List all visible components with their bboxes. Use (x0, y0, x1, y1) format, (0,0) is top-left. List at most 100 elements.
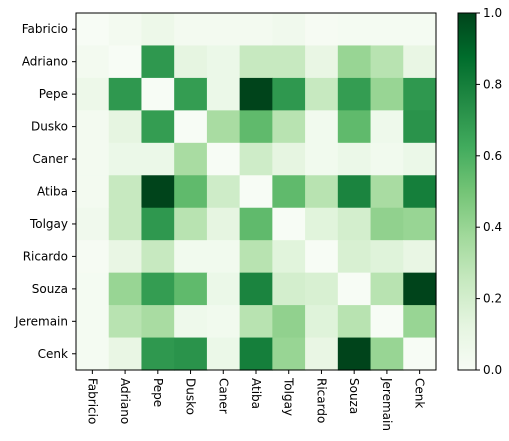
heatmap-cell-5-1 (108, 175, 143, 209)
heatmap-cell-1-3 (174, 45, 208, 79)
heatmap-cell-4-5 (239, 142, 273, 176)
heatmap-cell-2-6 (272, 77, 306, 111)
heatmap-cell-1-5 (239, 45, 273, 79)
y-tick-label: Cenk (38, 347, 68, 361)
heatmap-cell-2-10 (403, 77, 437, 111)
heatmap-cell-4-3 (174, 142, 208, 176)
colorbar-tick-label: 1.0 (483, 6, 502, 20)
heatmap-cell-5-8 (337, 175, 372, 209)
heatmap-cell-8-1 (108, 272, 143, 306)
heatmap-cell-0-10 (403, 13, 437, 47)
heatmap-cell-0-1 (108, 13, 143, 47)
x-tick-label: Caner (216, 378, 230, 414)
y-tick-label: Jeremain (14, 314, 68, 328)
heatmap-cell-1-4 (206, 45, 241, 79)
heatmap-cell-7-0 (76, 240, 110, 274)
heatmap-cell-3-8 (337, 110, 372, 144)
heatmap-cell-3-2 (141, 110, 175, 144)
heatmap-cell-7-7 (305, 240, 339, 274)
heatmap-cell-1-6 (272, 45, 306, 79)
colorbar-tick-label: 0.8 (483, 77, 502, 91)
heatmap-cell-5-7 (305, 175, 339, 209)
heatmap-cell-0-9 (370, 13, 404, 47)
heatmap-cell-9-9 (370, 305, 404, 339)
heatmap-cell-7-1 (108, 240, 143, 274)
heatmap-cell-3-6 (272, 110, 306, 144)
heatmap-cell-7-6 (272, 240, 306, 274)
x-tick-label: Fabricio (85, 378, 99, 424)
heatmap-cell-5-9 (370, 175, 404, 209)
heatmap-cell-6-9 (370, 207, 404, 241)
heatmap-cell-9-10 (403, 305, 437, 339)
heatmap-cell-9-7 (305, 305, 339, 339)
heatmap-cell-10-3 (174, 337, 208, 371)
heatmap-cell-8-10 (403, 272, 437, 306)
heatmap-cell-0-7 (305, 13, 339, 47)
heatmap-cell-7-3 (174, 240, 208, 274)
heatmap-cell-0-6 (272, 13, 306, 47)
heatmap-cell-3-5 (239, 110, 273, 144)
heatmap-cell-1-8 (337, 45, 372, 79)
heatmap-cell-8-7 (305, 272, 339, 306)
heatmap-cell-10-8 (337, 337, 372, 371)
heatmap-cell-0-4 (206, 13, 241, 47)
y-tick-label: Dusko (31, 120, 68, 134)
heatmap-cell-5-2 (141, 175, 175, 209)
heatmap-cell-6-0 (76, 207, 110, 241)
x-tick-label: Dusko (184, 378, 198, 415)
heatmap-cell-4-9 (370, 142, 404, 176)
heatmap-cell-6-4 (206, 207, 241, 241)
heatmap-cell-9-0 (76, 305, 110, 339)
x-tick-label: Atiba (249, 378, 263, 409)
x-axis-ticks: Fabricio Adriano Pepe Dusko Caner Atiba Tolgay… (85, 370, 427, 431)
heatmap-cell-9-3 (174, 305, 208, 339)
heatmap-cell-4-2 (141, 142, 175, 176)
heatmap-cell-6-7 (305, 207, 339, 241)
heatmap-cell-0-3 (174, 13, 208, 47)
heatmap-cell-7-8 (337, 240, 372, 274)
y-tick-label: Fabricio (22, 22, 68, 36)
heatmap-cell-5-10 (403, 175, 437, 209)
heatmap-cell-0-0 (76, 13, 110, 47)
heatmap-cell-1-2 (141, 45, 175, 79)
heatmap-cell-0-2 (141, 13, 175, 47)
heatmap-cell-10-0 (76, 337, 110, 371)
x-tick-label: Jeremain (380, 377, 394, 431)
heatmap-cell-4-6 (272, 142, 306, 176)
heatmap-cell-8-3 (174, 272, 208, 306)
heatmap-cell-1-10 (403, 45, 437, 79)
y-tick-label: Ricardo (23, 249, 68, 263)
heatmap-cell-10-2 (141, 337, 175, 371)
heatmap-cell-1-1 (108, 45, 143, 79)
heatmap-cell-6-1 (108, 207, 143, 241)
heatmap-cell-6-10 (403, 207, 437, 241)
heatmap-cell-2-0 (76, 77, 110, 111)
heatmap-cell-9-2 (141, 305, 175, 339)
heatmap-cell-5-0 (76, 175, 110, 209)
x-tick-label: Ricardo (314, 378, 328, 423)
heatmap-cell-8-9 (370, 272, 404, 306)
heatmap-cell-3-7 (305, 110, 339, 144)
y-tick-label: Tolgay (29, 217, 68, 231)
heatmap-cell-7-4 (206, 240, 241, 274)
heatmap-cell-2-3 (174, 77, 208, 111)
colorbar-tick-label: 0.6 (483, 149, 502, 163)
heatmap-cell-3-10 (403, 110, 437, 144)
heatmap-cell-8-6 (272, 272, 306, 306)
heatmap-cell-0-8 (337, 13, 372, 47)
heatmap-cell-10-1 (108, 337, 143, 371)
heatmap-cell-2-1 (108, 77, 143, 111)
heatmap-cell-3-3 (174, 110, 208, 144)
heatmap-cells (76, 13, 437, 371)
heatmap-cell-5-6 (272, 175, 306, 209)
heatmap-cell-5-5 (239, 175, 273, 209)
heatmap-cell-7-2 (141, 240, 175, 274)
heatmap-cell-1-9 (370, 45, 404, 79)
heatmap-cell-3-1 (108, 110, 143, 144)
y-tick-label: Adriano (22, 55, 68, 69)
heatmap-cell-7-5 (239, 240, 273, 274)
heatmap-cell-2-9 (370, 77, 404, 111)
heatmap-cell-1-7 (305, 45, 339, 79)
heatmap-cell-3-4 (206, 110, 241, 144)
